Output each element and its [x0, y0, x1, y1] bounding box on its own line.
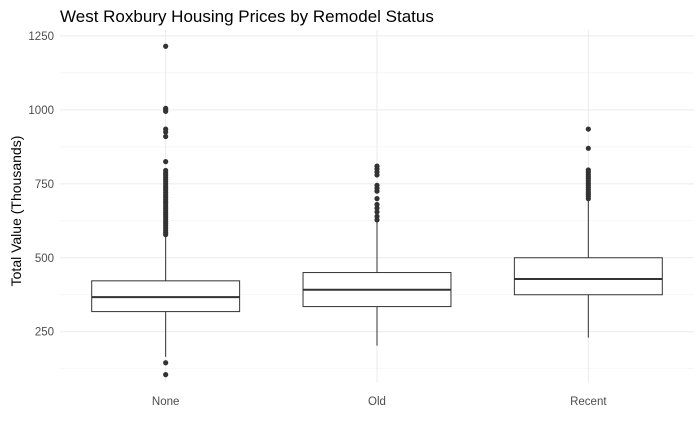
y-tick-label: 1000: [28, 105, 54, 117]
y-tick-label: 500: [35, 253, 54, 265]
outlier-point: [163, 167, 169, 174]
outlier-point: [585, 126, 591, 132]
tick-labels: 250 500 750 1000 1250 None Old Recent: [28, 31, 607, 408]
box-old: [302, 163, 452, 346]
x-tick-label: Recent: [570, 396, 607, 408]
x-tick-label: None: [152, 396, 180, 408]
outlier-point: [163, 360, 169, 366]
outlier-point: [585, 167, 591, 173]
box-none: [91, 43, 241, 378]
y-axis-title: Total Value (Thousands): [8, 136, 24, 287]
y-tick-label: 750: [35, 179, 54, 191]
outlier-point: [163, 43, 169, 49]
outlier-point: [374, 201, 380, 208]
iqr-box: [513, 257, 663, 296]
outlier-point: [374, 209, 380, 215]
y-tick-label: 1250: [28, 31, 54, 43]
outlier-point: [374, 196, 380, 202]
outlier-point: [585, 145, 591, 151]
boxes: [91, 43, 663, 378]
outlier-point: [163, 372, 169, 378]
outlier-point: [163, 105, 169, 111]
outlier-point: [374, 163, 380, 169]
x-tick-label: Old: [368, 396, 386, 408]
outlier-point: [163, 133, 169, 140]
chart-title: West Roxbury Housing Prices by Remodel S…: [60, 7, 434, 26]
outlier-point: [163, 126, 169, 132]
outlier-point: [163, 159, 169, 165]
outlier-point: [374, 213, 380, 219]
y-tick-label: 250: [35, 327, 54, 339]
outlier-point: [374, 182, 380, 188]
box-recent: [513, 126, 663, 338]
